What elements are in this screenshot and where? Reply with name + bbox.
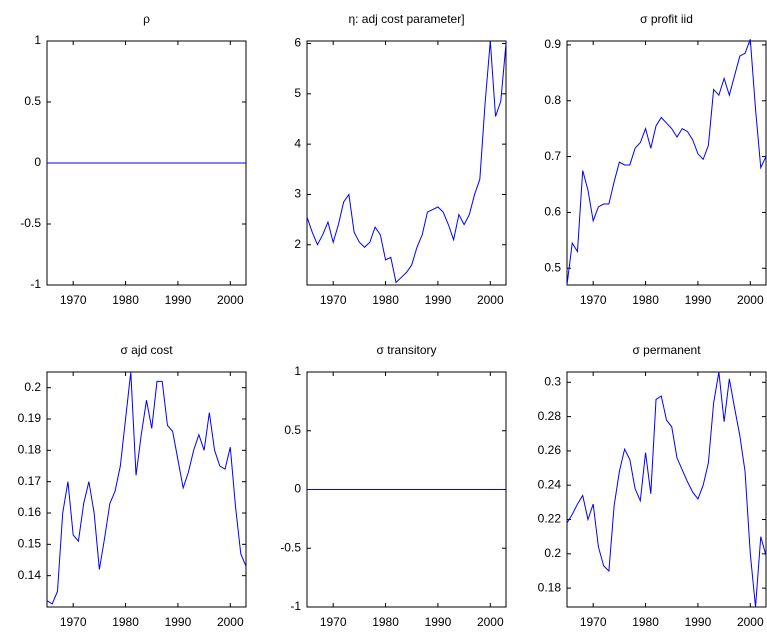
x-tick-label: 1980 [112,615,139,629]
subplot-title: σ ajd cost [120,343,173,357]
y-tick-label: 6 [294,36,301,50]
y-tick-label: 1 [34,33,41,47]
x-tick-label: 2000 [737,615,764,629]
y-tick-label: -0.5 [20,216,41,230]
data-line [306,40,507,284]
x-tick-label: 2000 [477,293,504,307]
y-tick-label: 0.18 [538,580,562,594]
y-tick-label: 0.18 [18,443,42,457]
y-tick-label: 0.6 [544,205,561,219]
plot-area [566,371,767,608]
plot-area [306,40,507,286]
data-line [566,39,767,286]
y-tick-label: 0.3 [544,374,561,388]
x-tick-label: 1980 [112,293,139,307]
data-line [46,371,247,605]
x-tick-label: 1980 [632,615,659,629]
x-tick-label: 1980 [632,293,659,307]
x-tick-label: 1970 [580,293,607,307]
y-tick-label: 0.24 [538,477,562,491]
y-tick-label: 0.8 [544,93,561,107]
y-tick-label: -1 [30,277,41,291]
x-tick-label: 1990 [685,293,712,307]
data-line [566,371,767,608]
y-tick-label: 0.2 [544,546,561,560]
y-tick-label: -1 [290,599,301,613]
x-tick-label: 1970 [60,293,87,307]
y-tick-label: 0 [294,482,301,496]
y-tick-label: 0.17 [18,474,42,488]
y-tick-label: 1 [294,364,301,378]
subplot-title: σ profit iid [640,12,693,26]
subplot-title: ρ [143,12,150,26]
x-tick-label: 2000 [477,615,504,629]
x-tick-label: 1980 [372,615,399,629]
y-tick-label: 4 [294,136,301,150]
plot-area [46,371,247,608]
subplot-title: σ permanent [632,343,701,357]
y-tick-label: 0.14 [18,568,42,582]
x-tick-label: 1970 [320,293,347,307]
subplot-title: σ transitory [376,343,436,357]
y-tick-label: 2 [294,237,301,251]
y-tick-label: 0.22 [538,512,562,526]
x-tick-label: 1990 [685,615,712,629]
x-tick-label: 2000 [737,293,764,307]
x-tick-label: 1990 [425,615,452,629]
y-tick-label: 0.9 [544,37,561,51]
x-tick-label: 1970 [320,615,347,629]
plot-area [566,40,767,286]
y-tick-label: 5 [294,86,301,100]
x-tick-label: 1990 [165,615,192,629]
x-tick-label: 2000 [217,293,244,307]
y-tick-label: 0 [34,155,41,169]
y-tick-label: 0.5 [24,94,41,108]
y-tick-label: -0.5 [280,540,301,554]
x-tick-label: 1970 [580,615,607,629]
y-tick-label: 0.15 [18,537,42,551]
x-tick-label: 1980 [372,293,399,307]
x-tick-label: 1990 [165,293,192,307]
x-tick-label: 1970 [60,615,87,629]
y-tick-label: 0.7 [544,149,561,163]
x-tick-label: 1990 [425,293,452,307]
y-tick-label: 0.16 [18,505,42,519]
y-tick-label: 0.19 [18,411,42,425]
y-tick-label: 3 [294,187,301,201]
y-tick-label: 0.2 [24,380,41,394]
y-tick-label: 0.28 [538,409,562,423]
x-tick-label: 2000 [217,615,244,629]
y-tick-label: 0.5 [284,423,301,437]
subplot-title: η: adj cost parameter] [348,12,464,26]
y-tick-label: 0.5 [544,260,561,274]
y-tick-label: 0.26 [538,443,562,457]
